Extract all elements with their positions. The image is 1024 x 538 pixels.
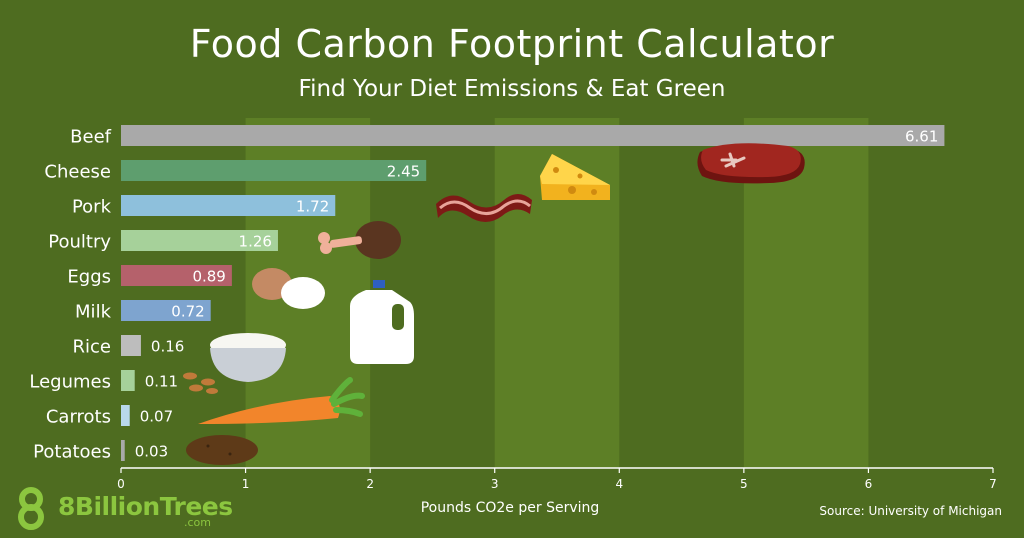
- category-label: Milk: [75, 302, 112, 323]
- value-label: 6.61: [905, 128, 938, 146]
- category-label: Rice: [73, 337, 111, 358]
- bacon-icon: [436, 194, 532, 222]
- x-tick-label: 6: [865, 477, 873, 491]
- category-label: Carrots: [46, 407, 111, 428]
- bar-eggs: [121, 265, 232, 286]
- category-label: Beef: [70, 127, 111, 148]
- bar-pork: [121, 195, 336, 216]
- category-label: Pork: [72, 197, 112, 218]
- category-label: Legumes: [29, 372, 111, 393]
- bar-potatoes: [121, 440, 125, 461]
- chart-subtitle: Find Your Diet Emissions & Eat Green: [298, 76, 726, 102]
- chart-title: Food Carbon Footprint Calculator: [189, 22, 835, 66]
- x-tick-label: 7: [989, 477, 997, 491]
- value-label: 1.72: [296, 198, 329, 216]
- bar-beef: [121, 125, 945, 146]
- bar-rice: [121, 335, 141, 356]
- value-label: 2.45: [387, 163, 420, 181]
- x-axis: 0 1 2 3 4 5 6 7: [117, 467, 997, 491]
- x-tick-label: 2: [366, 477, 374, 491]
- value-label: 0.72: [171, 303, 204, 321]
- cheese-icon: [540, 154, 610, 200]
- category-label: Eggs: [67, 267, 111, 288]
- drumstick-icon: [318, 221, 401, 259]
- bar-milk: [121, 300, 211, 321]
- bars: 6.61 2.45 1.72 1.26 0.89 0.72 0.16 0.11 0.07 0.03: [121, 125, 945, 461]
- bar-poultry: [121, 230, 278, 251]
- brand-logo: 8BillionTrees .com: [14, 486, 233, 532]
- rice-bowl-icon: [210, 333, 286, 382]
- x-tick-label: 1: [242, 477, 250, 491]
- x-tick-label: 3: [491, 477, 499, 491]
- x-tick-label: 5: [740, 477, 748, 491]
- value-label: 0.16: [151, 338, 184, 356]
- value-label: 0.03: [135, 443, 168, 461]
- brand-name: 8BillionTrees: [58, 492, 233, 521]
- bar-carrots: [121, 405, 130, 426]
- tree-eight-icon: [18, 487, 44, 530]
- potato-icon: [186, 435, 258, 465]
- x-axis-label: Pounds CO2e per Serving: [420, 500, 600, 516]
- value-label: 0.07: [140, 408, 173, 426]
- brand-domain: .com: [184, 516, 211, 529]
- value-label: 0.89: [192, 268, 225, 286]
- bar-cheese: [121, 160, 427, 181]
- x-tick-label: 0: [117, 477, 125, 491]
- beans-icon: [183, 372, 218, 394]
- value-label: 0.11: [145, 373, 178, 391]
- bar-legumes: [121, 370, 135, 391]
- category-label: Poultry: [48, 232, 111, 253]
- value-label: 1.26: [239, 233, 272, 251]
- category-labels: Beef Cheese Pork Poultry Eggs Milk Rice Legumes…: [29, 127, 111, 463]
- milk-jug-icon: [350, 280, 414, 364]
- x-tick-label: 4: [615, 477, 623, 491]
- eggs-icon: [252, 268, 325, 309]
- category-label: Cheese: [44, 162, 111, 183]
- carrot-icon: [198, 377, 365, 424]
- steak-icon: [697, 143, 805, 184]
- category-label: Potatoes: [33, 442, 111, 463]
- source-note: Source: University of Michigan: [819, 504, 1002, 518]
